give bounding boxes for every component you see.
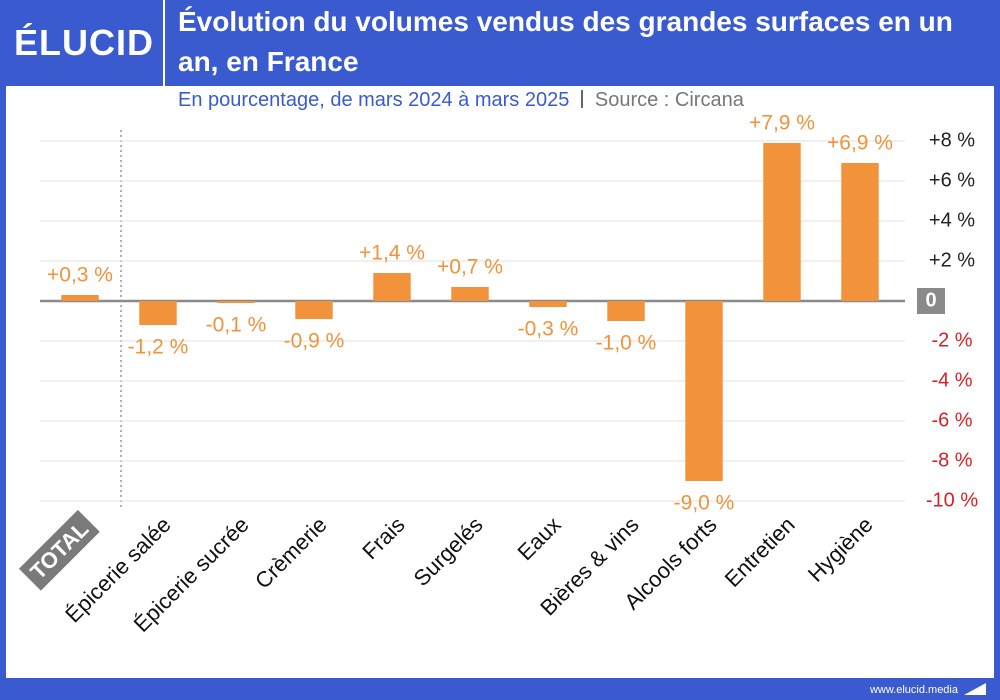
y-tick-label: -2 %: [931, 329, 972, 351]
bar: [607, 301, 645, 321]
x-tick-group: Hygiène: [803, 512, 878, 587]
chart-panel: [6, 86, 994, 678]
footer-site: www.elucid.media: [869, 684, 958, 696]
x-tick-group: Eaux: [513, 512, 566, 565]
value-label: -0,9 %: [284, 330, 345, 353]
value-label: +0,7 %: [437, 256, 503, 279]
x-tick-label: Eaux: [513, 512, 566, 565]
x-tick-label: Entretien: [720, 512, 800, 592]
value-label: -1,0 %: [596, 332, 657, 355]
value-label: -0,3 %: [518, 318, 579, 341]
x-tick-group: Crèmerie: [250, 512, 332, 594]
bar: [139, 301, 177, 325]
bar: [373, 273, 411, 301]
bar: [763, 143, 801, 301]
x-tick-label: Hygiène: [803, 512, 878, 587]
bar: [217, 301, 255, 303]
y-tick-label: +6 %: [929, 169, 975, 191]
value-label: +6,9 %: [827, 132, 893, 155]
x-tick-group: TOTAL: [18, 509, 100, 591]
value-label: -0,1 %: [206, 314, 267, 337]
total-label-box: [18, 509, 100, 591]
subtitle: En pourcentage, de mars 2024 à mars 2025: [178, 89, 570, 111]
y-tick-label: -4 %: [931, 369, 972, 391]
y-tick-label: 0: [925, 289, 936, 311]
bar: [685, 301, 723, 481]
chart-title: Évolution du volumes vendus des grandes …: [178, 6, 953, 77]
zero-label-box: [917, 288, 945, 314]
value-label: -1,2 %: [128, 336, 189, 359]
y-tick-label: +2 %: [929, 249, 975, 271]
bar: [295, 301, 333, 319]
header-divider: [163, 0, 165, 86]
value-label: +1,4 %: [359, 242, 425, 265]
x-tick-group: Entretien: [720, 512, 800, 592]
footer-logo: [964, 683, 986, 695]
value-label: -9,0 %: [674, 492, 735, 515]
bar: [61, 295, 99, 301]
x-tick-label: Crèmerie: [250, 512, 332, 594]
y-tick-label: -10 %: [926, 489, 978, 511]
x-tick-label: Frais: [357, 512, 409, 564]
bar: [841, 163, 879, 301]
x-tick-group: Surgelés: [409, 512, 488, 591]
y-tick-label: -8 %: [931, 449, 972, 471]
bar: [529, 301, 567, 307]
y-tick-label: +4 %: [929, 209, 975, 231]
logo: ÉLUCID: [14, 22, 154, 63]
separator: [581, 90, 583, 108]
x-tick-label: TOTAL: [25, 516, 93, 584]
y-tick-label: -6 %: [931, 409, 972, 431]
y-tick-label: +8 %: [929, 129, 975, 151]
x-tick-group: Frais: [357, 512, 409, 564]
subtitle-row: En pourcentage, de mars 2024 à mars 2025…: [178, 89, 744, 112]
x-tick-label: Surgelés: [409, 512, 488, 591]
value-label: +0,3 %: [47, 264, 113, 287]
bar: [451, 287, 489, 301]
value-label: +7,9 %: [749, 112, 815, 135]
source: Source : Circana: [594, 89, 744, 111]
